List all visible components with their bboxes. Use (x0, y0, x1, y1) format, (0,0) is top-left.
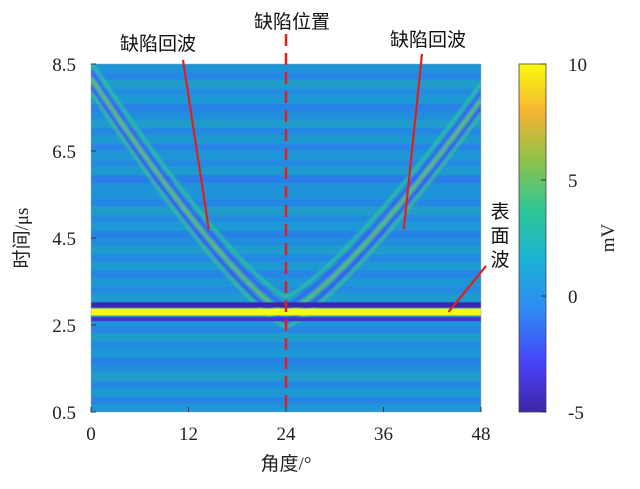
heatmap-band (91, 103, 481, 112)
annotation-defect-position: 缺陷位置 (254, 11, 330, 33)
v-curve-trace-0 (91, 64, 481, 299)
heatmap-band (91, 119, 481, 128)
y-tick-label: 0.5 (52, 403, 76, 424)
y-tick-label: 6.5 (52, 142, 76, 163)
colorbar-tick-label: 5 (568, 171, 578, 192)
annotation-surface-wave-char-3: 波 (490, 249, 509, 271)
colorbar-ticks: -5 0 5 10 (541, 55, 587, 424)
annotation-leader-line (402, 53, 424, 230)
colorbar-tick-label: -5 (568, 403, 584, 424)
x-tick-label: 12 (179, 424, 198, 445)
y-tick-label: 8.5 (52, 55, 76, 76)
annotation-surface-wave-char-2: 面 (490, 226, 509, 247)
colorbar-label: mV (598, 223, 619, 252)
x-axis-label: 角度/° (261, 453, 312, 475)
heatmap-band (91, 64, 481, 73)
annotation-defect-echo-left: 缺陷回波 (120, 33, 196, 55)
y-tick-label: 2.5 (52, 316, 76, 337)
x-tick-label: 0 (86, 424, 96, 445)
heatmap-band (91, 238, 481, 247)
annotation-surface-wave: 表 面 波 (490, 201, 509, 271)
x-tick-label: 24 (277, 424, 297, 445)
heatmap-band (91, 388, 481, 397)
x-tick-label: 36 (374, 424, 393, 445)
heatmap-band (91, 253, 481, 263)
heatmap-band (91, 348, 481, 358)
colorbar (518, 63, 547, 413)
annotation-defect-echo-right: 缺陷回波 (390, 29, 466, 51)
colorbar-tick-label: 10 (568, 55, 587, 76)
y-axis-label: 时间/μs (11, 208, 33, 269)
heatmap-band (91, 158, 481, 168)
heatmap-band (91, 332, 481, 342)
y-axis-ticks: 0.5 2.5 4.5 6.5 8.5 (52, 55, 96, 424)
annotation-leader-line (181, 59, 210, 230)
x-tick-label: 48 (472, 424, 491, 445)
annotation-leader-lines (181, 53, 487, 313)
annotation-leader-line (447, 265, 487, 313)
y-tick-label: 4.5 (52, 229, 76, 250)
heatmap-band (91, 79, 481, 89)
heatmap-band (91, 143, 481, 152)
x-axis-ticks: 0 12 24 36 48 (86, 407, 491, 445)
heatmap-band (91, 198, 481, 207)
annotation-surface-wave-char-1: 表 (490, 201, 509, 223)
colorbar-tick-label: 0 (568, 287, 578, 308)
heatmap-band (91, 214, 481, 223)
